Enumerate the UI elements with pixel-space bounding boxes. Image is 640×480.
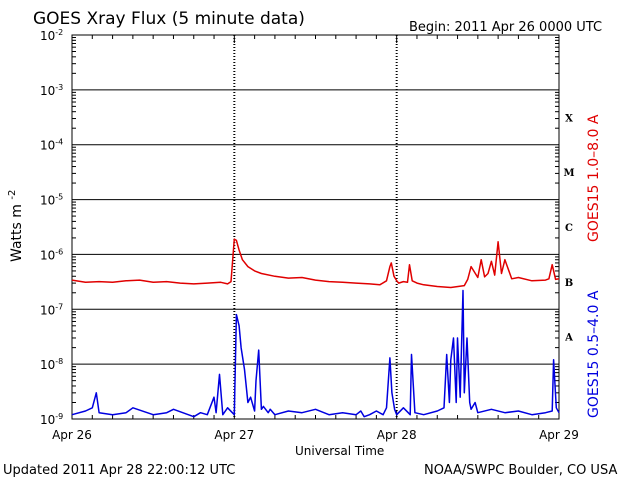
data-series [71,238,560,418]
plot-border [71,34,560,420]
y-axis-ticks: 10-2 10-3 10-4 10-5 10-6 10-7 10-8 10-9 [40,28,559,427]
legend-label-short-channel: GOES15 0.5–4.0 A [586,290,602,418]
y-axis-title-text: Watts m [9,204,25,262]
begin-date-label: Begin: 2011 Apr 26 0000 UTC [409,20,602,35]
flare-class-x: X [565,113,573,124]
x-tick-label: Apr 26 [52,428,92,442]
y-tick-label: 10-2 [40,28,63,43]
y-tick-label: 10-4 [40,138,63,153]
flare-class-c: C [565,223,573,234]
legend-label-long-channel: GOES15 1.0–8.0 A [586,114,602,242]
chart-title: GOES Xray Flux (5 minute data) [33,9,305,29]
flare-class-labels: X M C B A [563,113,574,343]
x-tick-label: Apr 28 [377,428,417,442]
legend-series-blue: GOES15 0.5–4.0 A [586,290,602,418]
y-tick-label: 10-3 [40,83,63,98]
svg-text:Watts m -2: Watts m -2 [7,190,25,262]
x-tick-label: Apr 29 [539,428,579,442]
x-axis-title: Universal Time [295,444,384,458]
flare-class-a: A [564,333,573,344]
flare-class-b: B [565,278,573,289]
y-tick-label: 10-5 [40,193,63,208]
credit-label: NOAA/SWPC Boulder, CO USA [424,463,617,478]
x-tick-label: Apr 27 [214,428,254,442]
y-tick-label: 10-7 [40,302,63,317]
updated-timestamp: Updated 2011 Apr 28 22:00:12 UTC [3,463,235,478]
y-axis-title-exponent: -2 [7,190,18,200]
y-tick-label: 10-6 [40,247,63,262]
series-line-short-channel [71,289,560,418]
plot-area [71,34,560,420]
y-tick-label: 10-8 [40,357,63,372]
series-line-long-channel [71,238,560,289]
y-axis-title: Watts m -2 [7,190,25,262]
flare-class-m: M [563,168,574,179]
legend-series-red: GOES15 1.0–8.0 A [586,114,602,242]
gridlines [72,89,559,365]
x-axis-ticks: Apr 26 Apr 27 Apr 28 Apr 29 [52,35,579,442]
day-divider-lines [233,35,398,419]
y-tick-label: 10-9 [40,412,63,427]
